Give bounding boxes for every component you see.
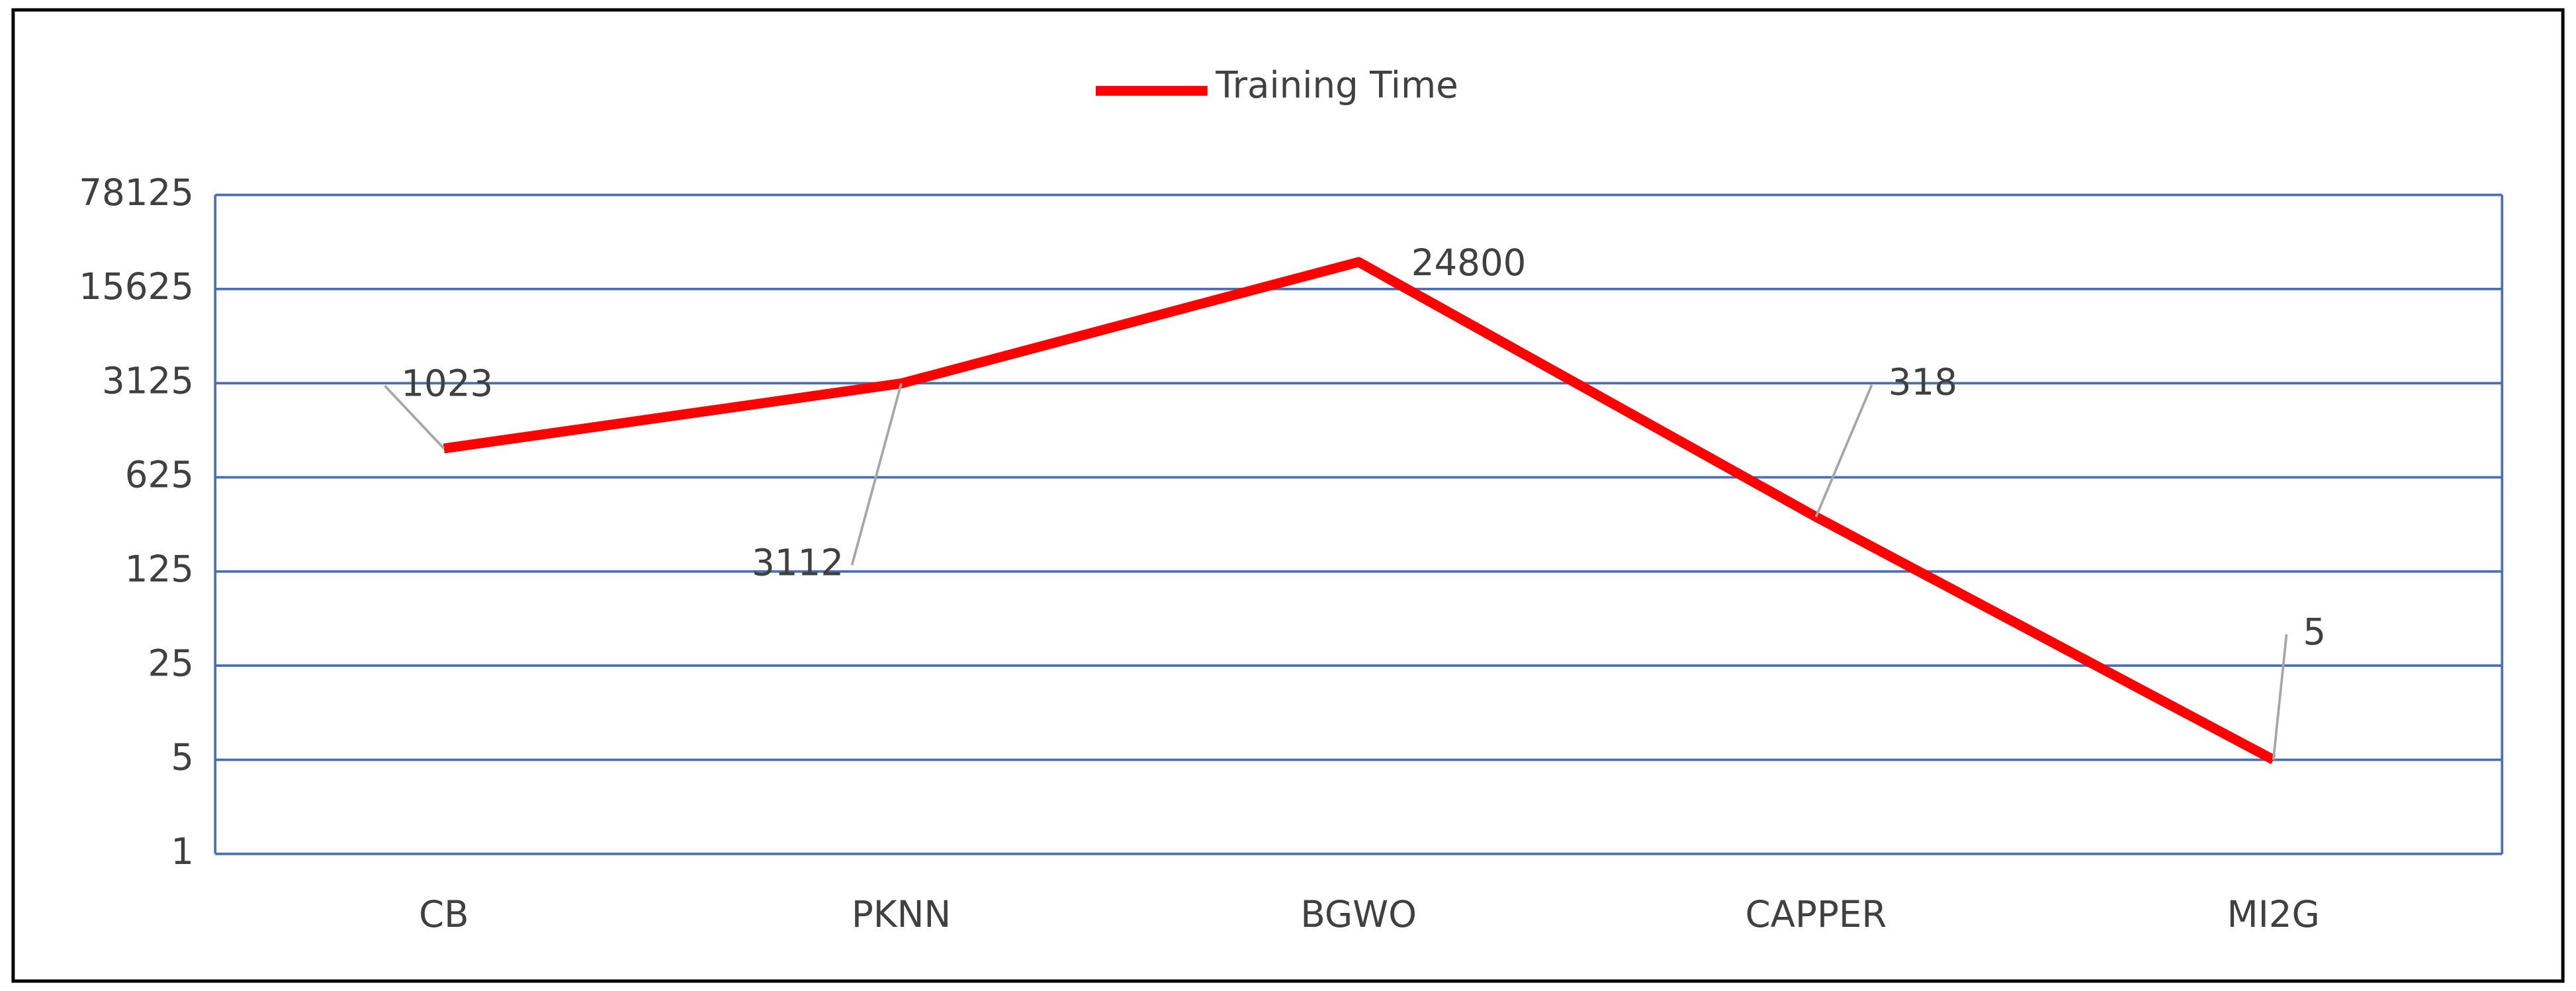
data-label: 3112 (752, 541, 844, 583)
y-tick-label: 15625 (79, 265, 194, 308)
y-tick-label: 3125 (102, 359, 194, 402)
leader-line (2272, 634, 2288, 760)
y-tick-label: 125 (125, 548, 194, 590)
series-line (443, 257, 2276, 765)
legend-label: Training Time (1215, 64, 1458, 106)
leader-line (850, 383, 903, 566)
y-tick-label: 25 (148, 642, 193, 684)
data-label: 5 (2303, 611, 2326, 653)
chart-border (11, 8, 2565, 983)
leader-line (1814, 384, 1873, 518)
leader-line (384, 384, 445, 450)
data-label: 318 (1888, 361, 1957, 404)
y-tick-label: 78125 (79, 171, 194, 214)
x-tick-label: BGWO (1300, 893, 1417, 935)
data-label: 24800 (1411, 241, 1527, 284)
data-label: 1023 (401, 362, 493, 404)
y-tick-label: 625 (125, 454, 194, 496)
x-tick-label: CAPPER (1746, 893, 1887, 935)
y-tick-label: 1 (171, 830, 194, 873)
x-tick-label: PKNN (852, 893, 951, 935)
x-tick-label: MI2G (2227, 893, 2320, 935)
y-tick-label: 5 (171, 736, 194, 778)
x-tick-label: CB (419, 893, 469, 935)
